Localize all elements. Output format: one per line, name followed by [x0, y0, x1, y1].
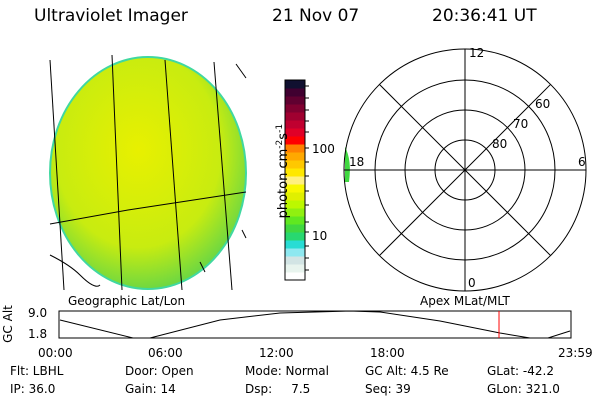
- info-field: Flt: LBHL: [10, 364, 64, 378]
- colorbar-swatch: [285, 80, 305, 89]
- orbit-plot: [58, 310, 572, 339]
- colorbar-label: photon cm-2s-1: [274, 123, 292, 219]
- colorbar-swatch: [285, 144, 305, 153]
- colorbar-swatch: [285, 256, 305, 265]
- colorbar-swatch: [285, 240, 305, 249]
- colorbar-swatch: [285, 152, 305, 161]
- apex-label: Apex MLat/MLT: [420, 294, 510, 308]
- info-field: GLon: 321.0: [487, 382, 560, 396]
- colorbar-swatch: [285, 192, 305, 201]
- polar-aurora: [345, 147, 350, 182]
- info-field: Dsp: 7.5: [245, 382, 311, 396]
- colorbar-swatch: [285, 112, 305, 121]
- mlt-0: 0: [468, 276, 476, 290]
- colorbar-swatch: [285, 216, 305, 225]
- xtick: 00:00: [38, 346, 73, 360]
- mlt-18: 18: [349, 155, 365, 169]
- info-field: GC Alt: 4.5 Re: [365, 364, 449, 378]
- mlt-12: 12: [469, 46, 485, 60]
- colorbar-swatch: [285, 128, 305, 137]
- geo-label: Geographic Lat/Lon: [68, 294, 186, 308]
- colorbar-tick-100: 100: [312, 142, 335, 156]
- colorbar-swatch: [285, 120, 305, 129]
- xtick: 23:59: [558, 346, 593, 360]
- info-field: Seq: 39: [365, 382, 411, 396]
- orbit-ymax: 9.0: [28, 306, 48, 320]
- orbit-ylabel: GC Alt: [0, 305, 15, 343]
- earth-image: [49, 54, 247, 291]
- colorbar-swatch: [285, 96, 305, 105]
- info-field: Gain: 14: [125, 382, 176, 396]
- date-label: 21 Nov 07: [272, 6, 360, 26]
- colorbar-swatch: [285, 168, 305, 177]
- time-label: 20:36:41 UT: [432, 6, 537, 26]
- colorbar-swatch: [285, 88, 305, 97]
- xtick: 06:00: [148, 346, 183, 360]
- lat-70: 70: [513, 117, 529, 131]
- info-field: IP: 36.0: [10, 382, 56, 396]
- colorbar-swatch: [285, 248, 305, 257]
- colorbar-swatch: [285, 104, 305, 113]
- colorbar-swatch: [285, 272, 305, 281]
- colorbar-swatch: [285, 264, 305, 273]
- info-field: Door: Open: [125, 364, 194, 378]
- colorbar: [284, 79, 309, 281]
- info-field: GLat: -42.2: [487, 364, 554, 378]
- xtick: 12:00: [259, 346, 294, 360]
- lat-60: 60: [535, 97, 551, 111]
- instrument-title: Ultraviolet Imager: [34, 6, 188, 26]
- colorbar-swatch: [285, 176, 305, 185]
- colorbar-swatch: [285, 224, 305, 233]
- xtick: 18:00: [370, 346, 405, 360]
- polar-plot: [343, 48, 587, 292]
- colorbar-swatch: [285, 200, 305, 209]
- colorbar-swatch: [285, 160, 305, 169]
- info-field: Mode: Normal: [245, 364, 329, 378]
- orbit-ymin: 1.8: [28, 327, 48, 341]
- mlt-6: 6: [578, 155, 586, 169]
- colorbar-swatch: [285, 184, 305, 193]
- lat-80: 80: [492, 137, 508, 151]
- colorbar-swatch: [285, 136, 305, 145]
- colorbar-swatch: [285, 232, 305, 241]
- colorbar-swatch: [285, 208, 305, 217]
- colorbar-tick-10: 10: [312, 229, 328, 243]
